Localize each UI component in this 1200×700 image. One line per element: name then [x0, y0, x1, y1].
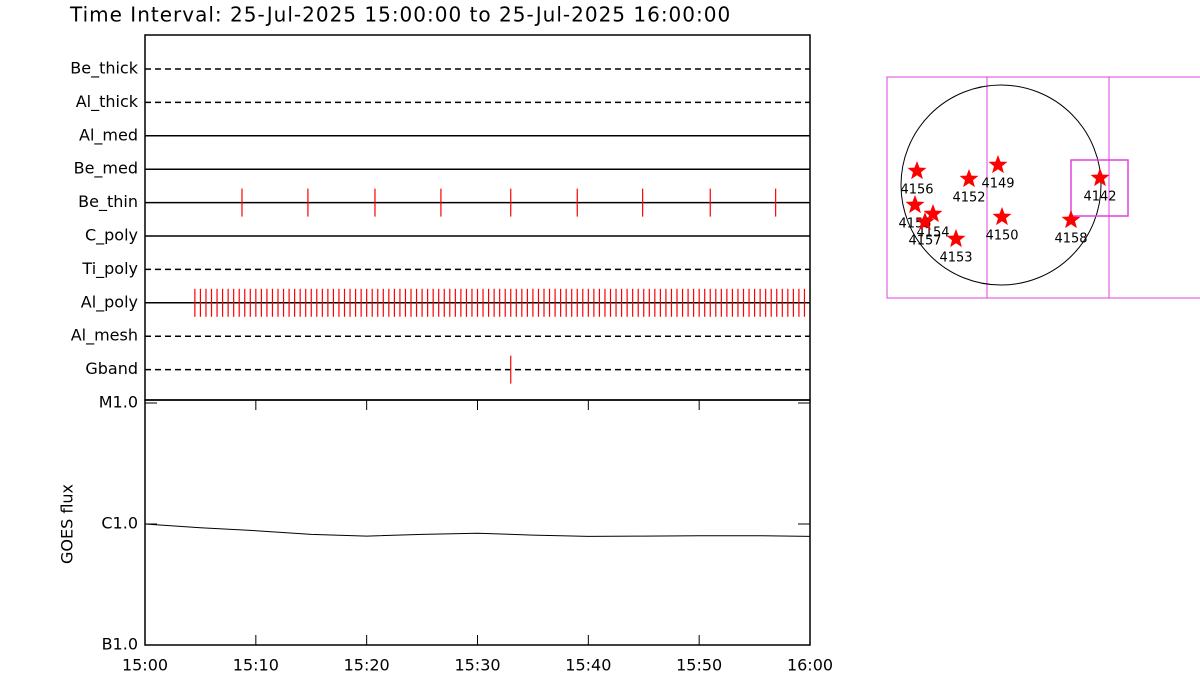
- x-tick-label: 15:20: [344, 656, 390, 675]
- y-axis-label: GOES flux: [58, 484, 77, 564]
- region-star: [988, 155, 1008, 174]
- region-label: 4142: [1083, 190, 1116, 205]
- region-star: [959, 169, 979, 188]
- region-label: 4149: [981, 177, 1014, 192]
- region-label: 4157: [908, 234, 941, 249]
- row-label: Be_thick: [70, 59, 138, 79]
- row-label: Al_med: [79, 125, 138, 145]
- solar-disk: [900, 84, 1102, 286]
- row-label: Be_thin: [78, 192, 138, 212]
- y-tick-label: C1.0: [101, 514, 138, 533]
- map: [886, 76, 1200, 299]
- region-star: [1061, 210, 1081, 229]
- region-label: 4150: [985, 229, 1018, 244]
- row-label: Gband: [85, 359, 138, 378]
- x-tick-label: 15:10: [233, 656, 279, 675]
- region-star: [923, 204, 943, 223]
- row-label: C_poly: [85, 226, 138, 246]
- x-tick-label: 15:50: [676, 656, 722, 675]
- row-label: Al_thick: [76, 92, 139, 112]
- row-label: Ti_poly: [81, 259, 138, 279]
- chart-title: Time Interval: 25-Jul-2025 15:00:00 to 2…: [69, 3, 731, 27]
- x-tick-label: 15:40: [565, 656, 611, 675]
- region-star: [946, 229, 966, 248]
- map-frame: [886, 76, 1200, 299]
- row-label: Al_poly: [81, 292, 138, 312]
- region-label: 4156: [900, 183, 933, 198]
- fov-box: [1070, 159, 1129, 217]
- y-tick-label: B1.0: [102, 635, 138, 654]
- timeline-frame: [144, 34, 811, 401]
- x-tick-label: 15:00: [122, 656, 168, 675]
- x-tick-label: 15:30: [454, 656, 500, 675]
- region-label: 4154: [916, 226, 949, 241]
- y-tick-label: M1.0: [99, 393, 138, 412]
- region-star: [905, 195, 925, 214]
- region-label: 4158: [1054, 232, 1087, 247]
- region-star: [992, 207, 1012, 226]
- flux-line: [144, 523, 811, 537]
- region-star: [915, 212, 935, 231]
- x-tick-label: 16:00: [787, 656, 833, 675]
- region-label: 4152: [952, 191, 985, 206]
- region-label: 4153: [939, 251, 972, 266]
- region-star: [1090, 168, 1110, 187]
- row-label: Al_mesh: [71, 326, 138, 346]
- region-star: [907, 161, 927, 180]
- row-label: Be_med: [74, 159, 138, 179]
- flux-frame: [144, 399, 811, 646]
